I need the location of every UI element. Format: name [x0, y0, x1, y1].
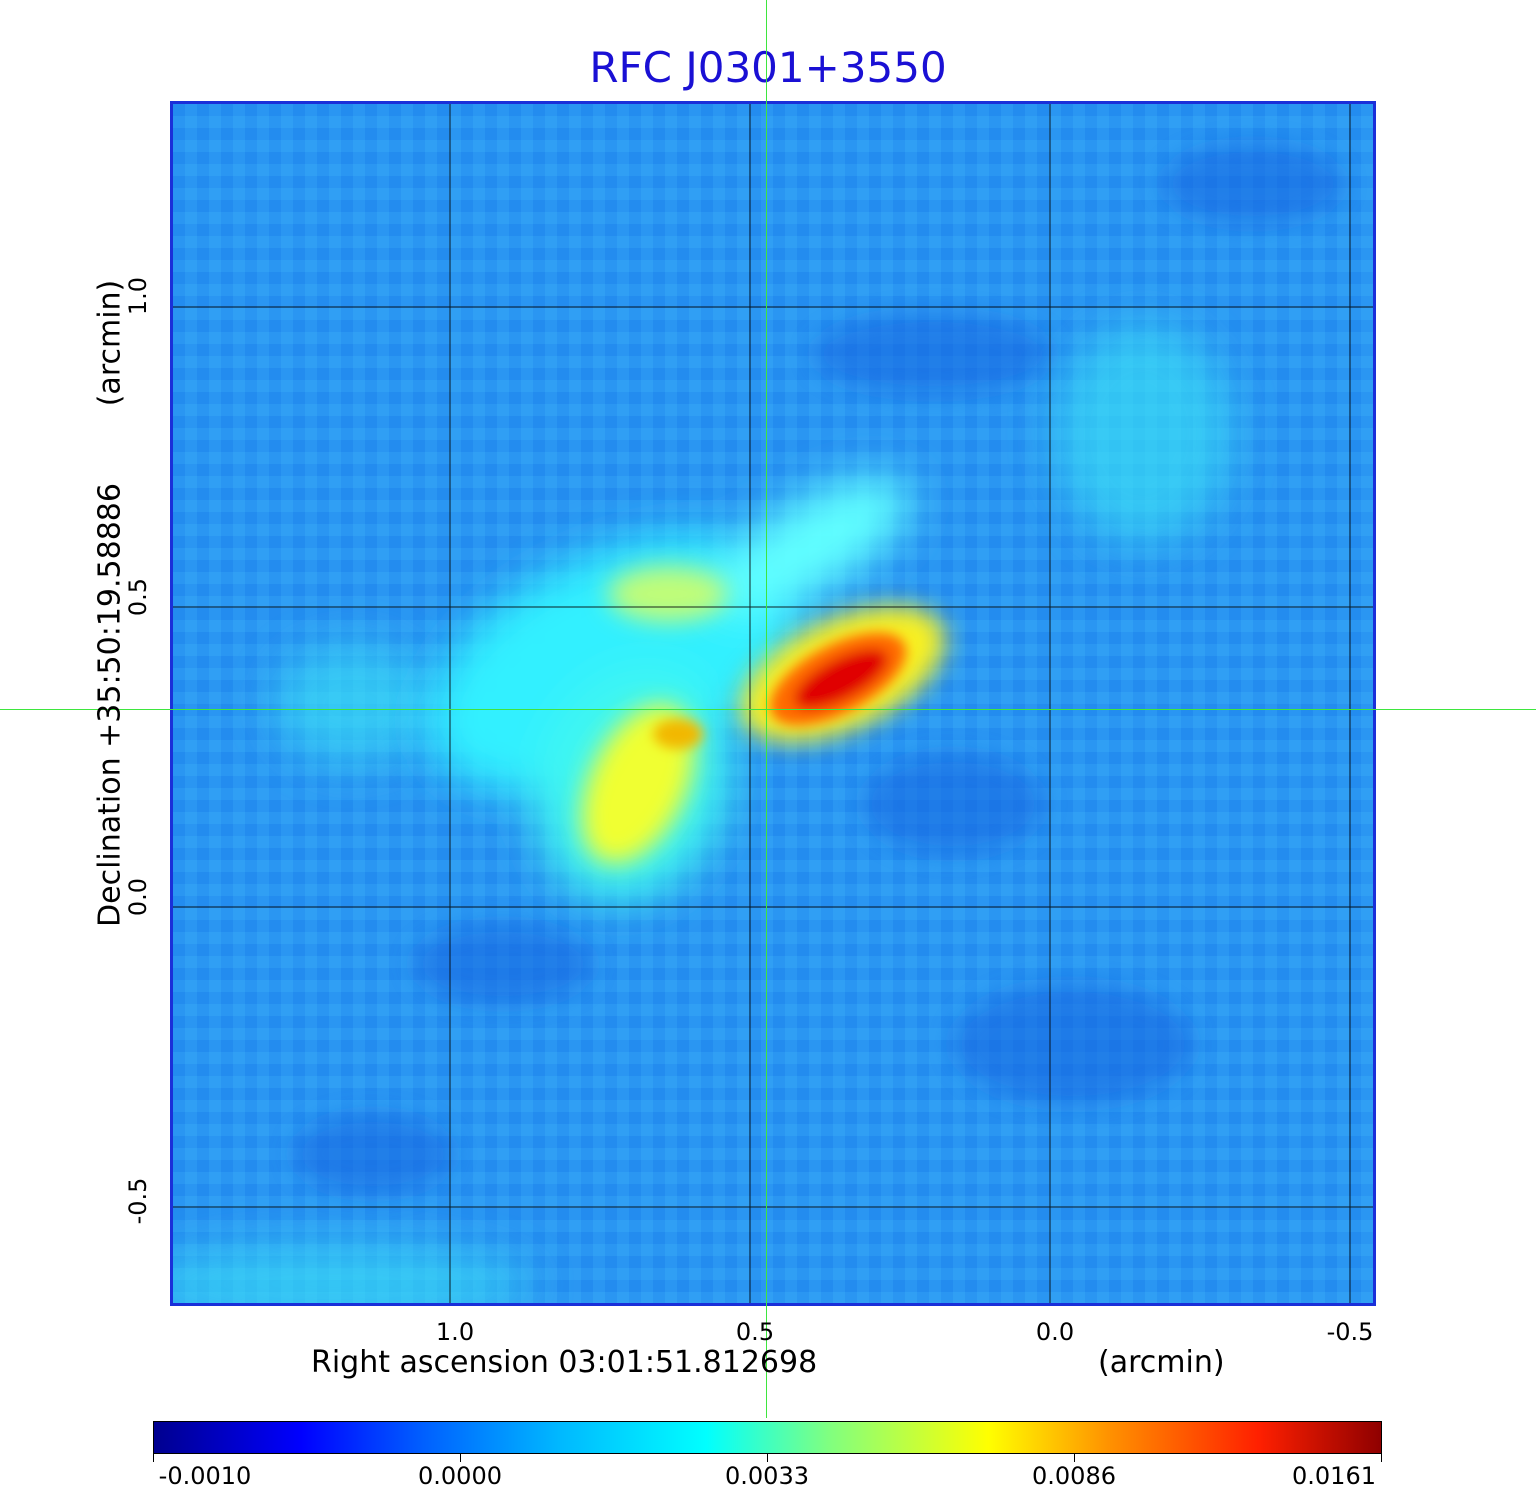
colorbar-tick	[1381, 1454, 1382, 1462]
colorbar-tick	[1074, 1454, 1075, 1462]
image-title: RFC J0301+3550	[589, 43, 947, 92]
x-tick-label: 0.0	[1035, 1318, 1075, 1346]
colorbar-tick	[767, 1454, 768, 1462]
colorbar-label: 0.0086	[1032, 1462, 1116, 1490]
y-tick-label: 0.5	[124, 577, 152, 617]
radio-intensity-map	[173, 104, 1373, 1303]
colorbar-label: 0.0161	[1292, 1462, 1376, 1490]
x-tick-label: -0.5	[1326, 1318, 1374, 1346]
colorbar-tick	[460, 1454, 461, 1462]
crosshair-horizontal	[0, 709, 1536, 710]
colorbar-tick	[153, 1454, 154, 1462]
colorbar-label: -0.0010	[158, 1462, 252, 1490]
colorbar-label: 0.0000	[418, 1462, 502, 1490]
x-tick-label: 1.0	[435, 1318, 475, 1346]
y-axis-label: Declination +35:50:19.58886	[92, 483, 128, 927]
y-tick-label: 0.0	[124, 877, 152, 917]
x-axis-unit: (arcmin)	[1098, 1345, 1225, 1380]
y-tick-label: 1.0	[124, 276, 152, 316]
radio-image-panel[interactable]	[170, 101, 1376, 1306]
colorbar-label: 0.0033	[725, 1462, 809, 1490]
x-tick-label: 0.5	[735, 1318, 775, 1346]
x-axis-label: Right ascension 03:01:51.812698	[311, 1345, 818, 1380]
y-tick-label: -0.5	[124, 1177, 152, 1225]
y-axis-unit: (arcmin)	[92, 279, 128, 407]
colorbar	[153, 1421, 1382, 1454]
